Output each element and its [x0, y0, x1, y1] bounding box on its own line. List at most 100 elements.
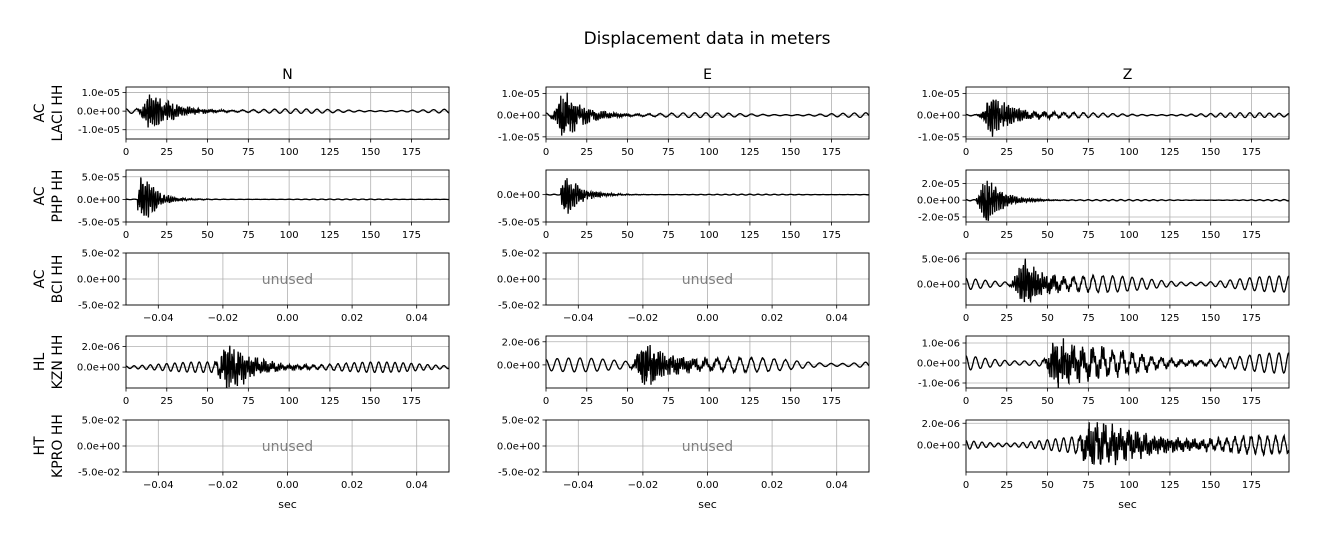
panel: 0 25 50 75 100 125 150 175 2.0e-06 0.0e+00 [917, 419, 1290, 491]
y-tick-label: 0.0e+00 [77, 442, 120, 453]
panel: unused −0.04 −0.02 0.00 0.02 0.04 5.0e-02 0.0e+… [497, 416, 870, 491]
x-tick-label: 125 [320, 396, 339, 407]
y-tick-label: 5.0e-02 [82, 416, 120, 427]
x-tick-label: 75 [242, 230, 255, 241]
row-network: AC [32, 269, 48, 288]
x-tick-label: 100 [280, 147, 299, 158]
x-tick-label: 50 [1041, 480, 1054, 491]
x-tick-label: 150 [1201, 313, 1220, 324]
column-title: Z [1123, 67, 1133, 83]
x-tick-label: 0.00 [276, 313, 298, 324]
x-tick-label: 0.04 [406, 480, 428, 491]
x-tick-label: 0.04 [406, 313, 428, 324]
y-tick-label: -5.0e-02 [498, 468, 540, 479]
y-tick-label: 2.0e-06 [82, 342, 120, 353]
x-tick-label: 175 [1242, 480, 1261, 491]
figure-title: Displacement data in meters [584, 29, 831, 49]
x-tick-label: 75 [1082, 147, 1095, 158]
x-tick-label: 100 [280, 396, 299, 407]
x-tick-label: 150 [1201, 396, 1220, 407]
x-tick-label: 125 [1160, 313, 1179, 324]
unused-label: unused [682, 439, 733, 455]
y-tick-label: 5.0e-05 [82, 172, 120, 183]
x-tick-label: 100 [1120, 480, 1139, 491]
x-tick-label: −0.02 [208, 313, 239, 324]
axes-frame [965, 335, 1290, 389]
y-tick-label: -2.0e-05 [918, 212, 960, 223]
x-tick-label: 50 [621, 230, 634, 241]
x-tick-label: 25 [160, 396, 173, 407]
waveform-trace [546, 344, 869, 385]
x-tick-label: 0 [123, 230, 129, 241]
x-axis-labels: sec sec sec [278, 498, 1137, 511]
x-tick-label: 75 [1082, 313, 1095, 324]
y-tick-label: 0.0e+00 [917, 280, 960, 291]
x-tick-label: 100 [1120, 230, 1139, 241]
y-tick-label: 0.0e+00 [77, 107, 120, 118]
column-title: E [703, 67, 712, 83]
x-tick-label: 100 [700, 396, 719, 407]
panel: 0 25 50 75 100 125 150 175 5.0e-06 0.0e+00 [917, 252, 1290, 324]
axes-frame [545, 86, 870, 140]
panel: 0 25 50 75 100 125 150 175 1.0e-05 0.0e+00 -1.0e-0… [917, 86, 1290, 158]
axes-frame [965, 252, 1290, 306]
x-tick-label: 50 [1041, 396, 1054, 407]
x-tick-label: 100 [700, 147, 719, 158]
y-tick-label: -1.0e-05 [918, 132, 960, 143]
panel: unused −0.04 −0.02 0.00 0.02 0.04 5.0e-02 0.0e+… [497, 249, 870, 324]
x-tick-label: 125 [1160, 147, 1179, 158]
y-tick-label: -5.0e-05 [78, 218, 120, 229]
y-tick-label: 2.0e-05 [922, 179, 960, 190]
x-tick-label: 175 [822, 147, 841, 158]
y-tick-label: 1.0e-06 [922, 339, 960, 350]
x-axis-label: sec [1118, 498, 1137, 511]
x-tick-label: 25 [1000, 147, 1013, 158]
x-tick-label: 150 [1201, 147, 1220, 158]
y-tick-label: 0.0e+00 [77, 363, 120, 374]
y-tick-label: 0.0e+00 [77, 275, 120, 286]
axes-frame [125, 335, 450, 389]
x-axis-label: sec [698, 498, 717, 511]
x-tick-label: 0.04 [826, 480, 848, 491]
row-station: BCI HH [50, 255, 66, 304]
unused-label: unused [682, 272, 733, 288]
x-tick-label: 0 [543, 396, 549, 407]
row-label: AC LACI HH [32, 85, 66, 142]
x-tick-label: 75 [1082, 480, 1095, 491]
waveform-trace [966, 422, 1289, 466]
panel: 0 25 50 75 100 125 150 175 2.0e-05 0.0e+00 -2.0e-0… [917, 169, 1290, 241]
x-tick-label: 100 [1120, 147, 1139, 158]
row-station: KZN HH [50, 335, 66, 390]
x-tick-label: 0.00 [276, 480, 298, 491]
axes-frame [965, 419, 1290, 473]
y-tick-label: 1.0e-05 [82, 88, 120, 99]
column-title: N [282, 67, 292, 83]
x-tick-label: 0.00 [696, 313, 718, 324]
row-network: HT [32, 436, 48, 456]
x-tick-label: 125 [320, 147, 339, 158]
x-tick-label: 150 [781, 230, 800, 241]
x-tick-label: 150 [361, 396, 380, 407]
x-tick-label: −0.04 [143, 480, 174, 491]
y-tick-label: 0.0e+00 [77, 195, 120, 206]
x-tick-label: 150 [1201, 480, 1220, 491]
x-tick-label: 0.02 [761, 313, 783, 324]
x-tick-label: 175 [402, 396, 421, 407]
y-tick-label: 5.0e-02 [502, 249, 540, 260]
x-tick-label: 150 [781, 147, 800, 158]
x-tick-label: 0 [963, 396, 969, 407]
panels: 0 25 50 75 100 125 150 175 1.0e-05 0.0e+00 -1.0e-0… [77, 86, 1290, 491]
x-tick-label: 0.02 [341, 313, 363, 324]
panel: 0 25 50 75 100 125 150 175 1.0e-06 0.0e+00 -1.0e-0… [917, 335, 1290, 407]
panel: 0 25 50 75 100 125 150 175 1.0e-05 0.0e+00 -1.0e-0… [497, 86, 870, 158]
y-tick-label: -5.0e-02 [78, 468, 120, 479]
y-tick-label: 2.0e-06 [922, 419, 960, 430]
x-tick-label: 150 [1201, 230, 1220, 241]
y-tick-label: 5.0e-06 [922, 255, 960, 266]
x-tick-label: 125 [1160, 480, 1179, 491]
x-tick-label: 75 [662, 147, 675, 158]
axes-frame [125, 169, 450, 223]
row-label: AC BCI HH [32, 255, 66, 304]
x-tick-label: 75 [242, 147, 255, 158]
